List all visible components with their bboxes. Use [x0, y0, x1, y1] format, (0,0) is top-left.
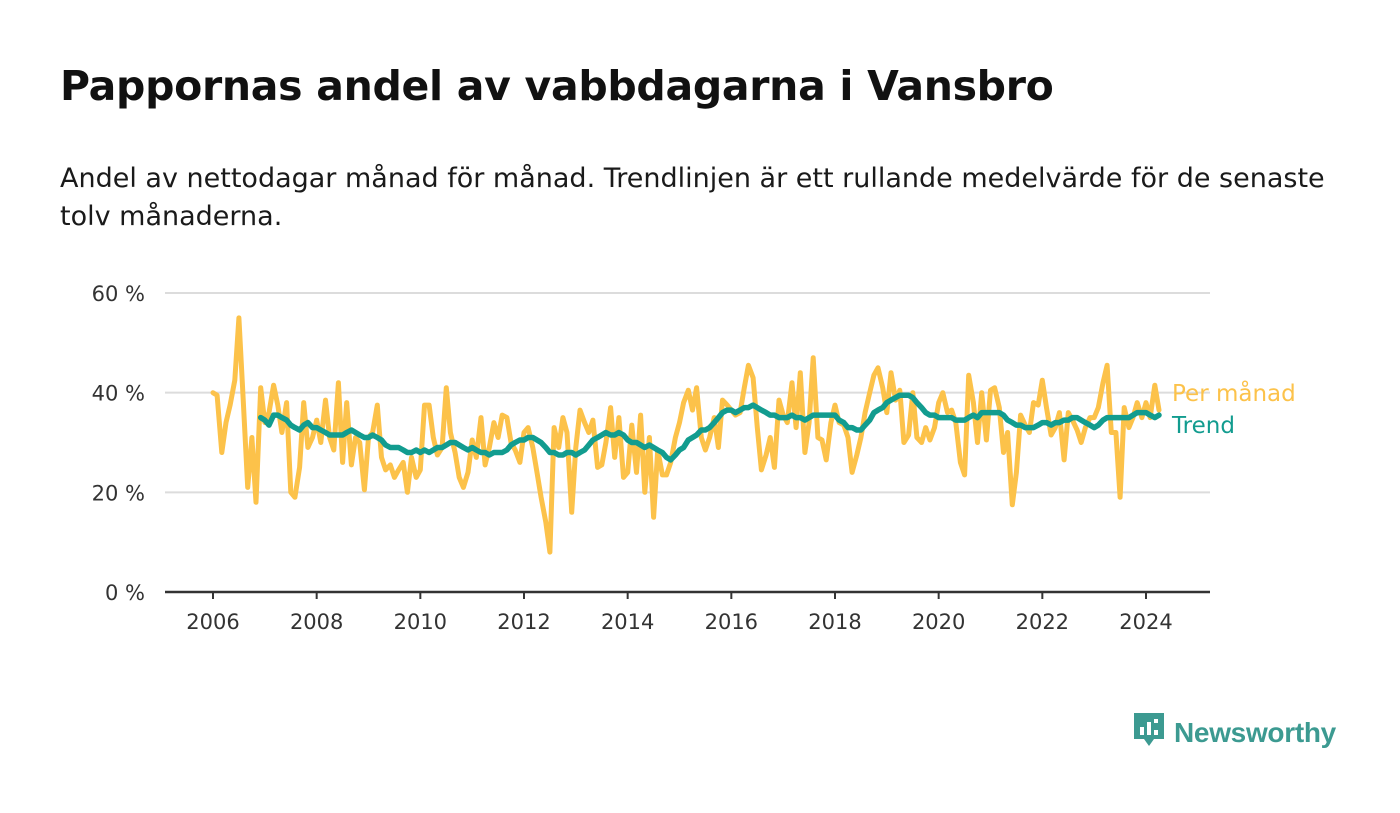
x-tick-label: 2008: [290, 610, 343, 634]
x-tick-label: 2012: [497, 610, 550, 634]
x-tick-label: 2006: [186, 610, 239, 634]
y-axis-ticks: 0 % 20 % 40 % 60 %: [92, 282, 145, 605]
y-tick-label: 20 %: [92, 481, 145, 505]
x-tick-label: 2022: [1016, 610, 1069, 634]
x-tick-label: 2024: [1119, 610, 1172, 634]
x-tick-label: 2010: [394, 610, 447, 634]
y-tick-label: 40 %: [92, 382, 145, 406]
y-tick-label: 0 %: [105, 581, 145, 605]
newsworthy-logo: Newsworthy: [1132, 712, 1336, 754]
chart-title: Pappornas andel av vabbdagarna i Vansbro: [60, 62, 1054, 110]
series-labels: Per månad Trend: [1171, 379, 1296, 439]
x-tick-label: 2020: [912, 610, 965, 634]
legend-label-trend: Trend: [1171, 413, 1235, 439]
x-tick-label: 2014: [601, 610, 654, 634]
brand-name: Newsworthy: [1174, 717, 1336, 748]
series-lines: [210, 315, 1162, 555]
series-line-trend: [257, 392, 1162, 463]
newsworthy-logo-icon: [1132, 711, 1166, 755]
chart-subtitle: Andel av nettodagar månad för månad. Tre…: [60, 163, 1325, 232]
y-tick-label: 60 %: [92, 282, 145, 306]
x-tick-label: 2018: [808, 610, 861, 634]
legend-label-per-manad: Per månad: [1172, 379, 1296, 407]
x-axis-ticks: 2006 2008 2010 2012 2014 2016 2018 2020 2022 2024: [165, 590, 1210, 634]
x-tick-label: 2016: [705, 610, 758, 634]
